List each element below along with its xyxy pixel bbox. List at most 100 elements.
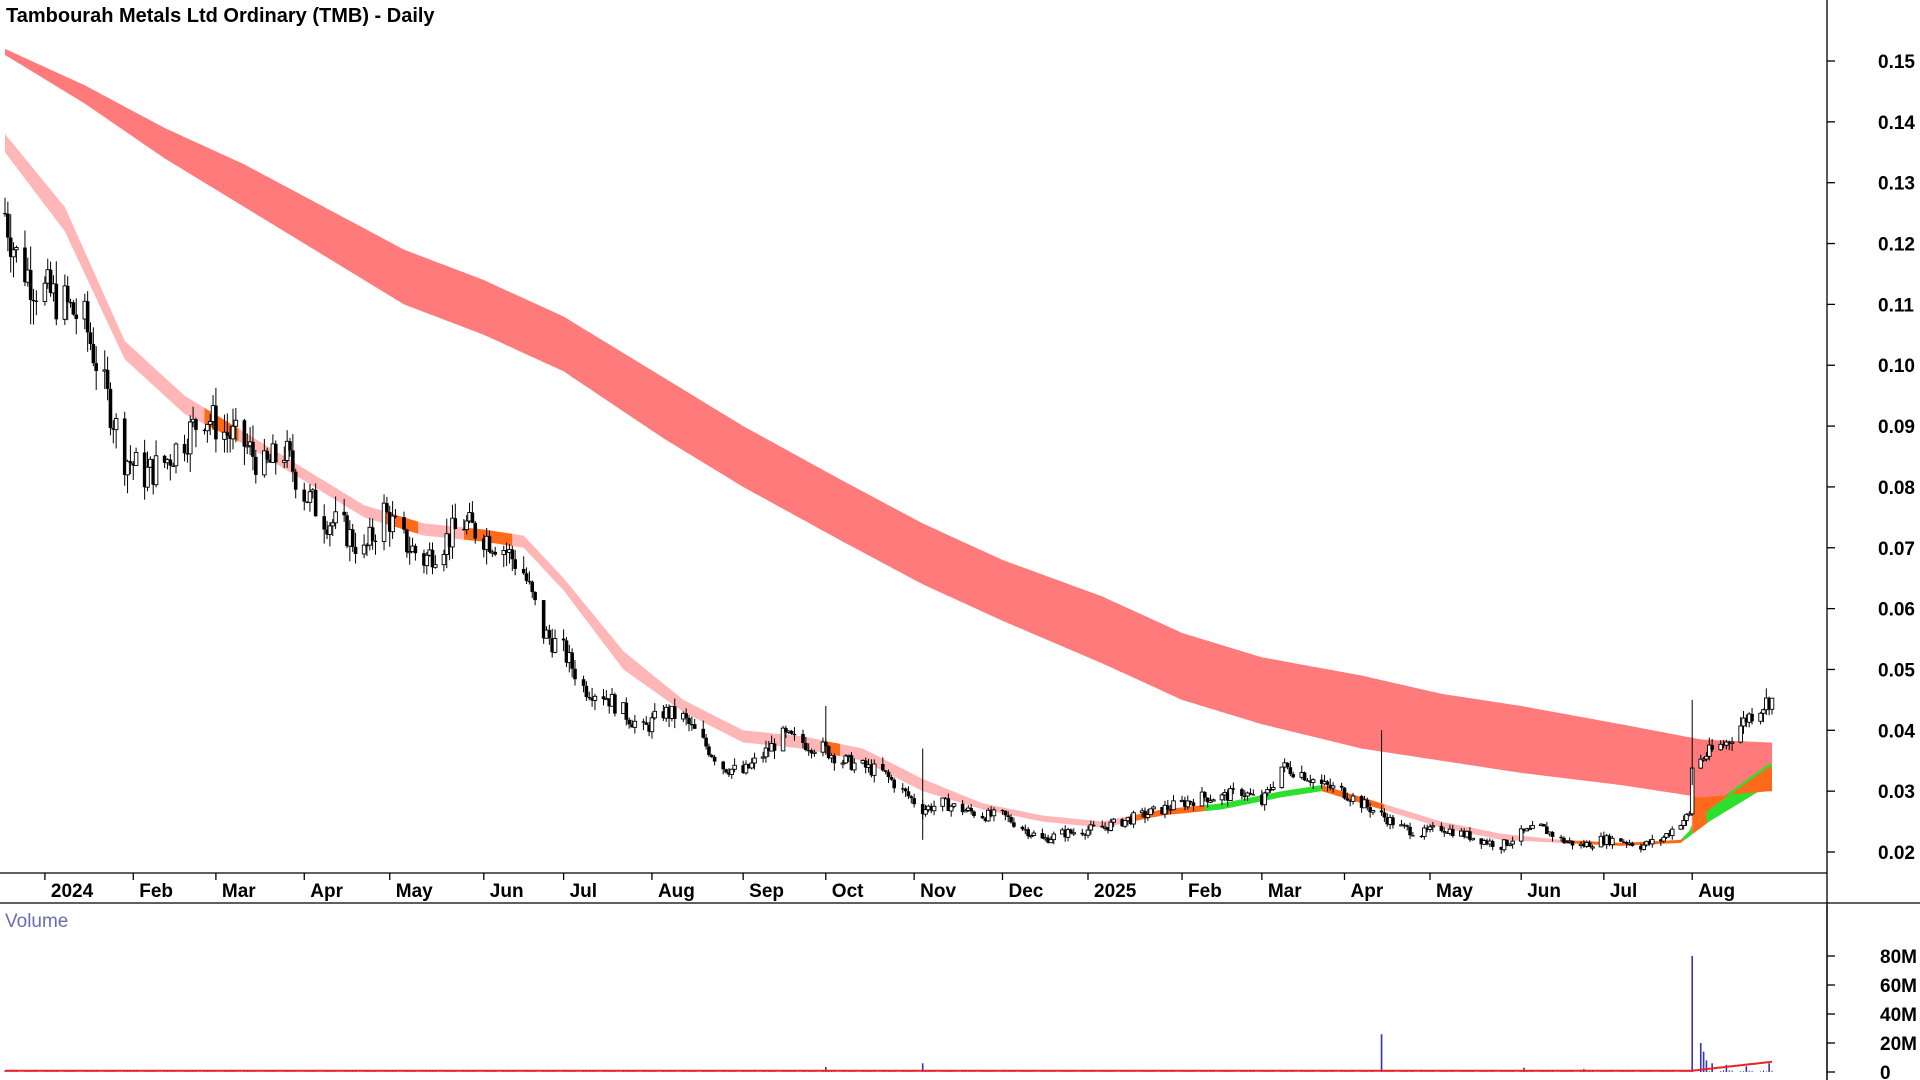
candle [1359,794,1364,813]
candle [843,754,849,765]
candle [1063,825,1067,842]
candle [1769,697,1775,715]
candle [963,808,968,813]
candle [1048,836,1054,844]
candle [1391,814,1395,829]
candle-body-down [1750,714,1754,722]
candle [242,418,247,466]
candle [1562,836,1566,844]
candle [1624,840,1629,849]
candle-body-down [1359,796,1364,808]
candle [244,433,250,455]
candle [1006,811,1010,823]
date-tick-label: Apr [310,881,343,902]
candle [1767,696,1771,716]
candle [510,545,515,571]
candle [789,729,794,735]
candle [1610,835,1615,849]
candle-body-down [293,471,298,490]
candle [1468,827,1472,842]
candle [1545,821,1549,834]
candle [533,591,537,606]
candle-body-up [1510,840,1515,845]
candle-body-up [1427,826,1433,830]
candle [128,445,133,475]
candle-body-down [1191,802,1196,806]
candle-body-up [1148,808,1153,816]
candle-body-down [692,724,697,729]
volume-moving-average [5,1060,1773,1072]
candle-body-down [1559,836,1563,839]
candle [131,461,136,481]
candle-body-down [530,581,535,593]
volume-tick-label: 40M [1880,1005,1917,1026]
candle [587,691,592,701]
candle-body-down [1231,788,1236,790]
candle [225,413,230,453]
candle [704,734,708,750]
candle-body-down [370,527,375,541]
candle [1382,808,1387,822]
candle [584,681,589,701]
candle-body-down [510,549,515,560]
candle [187,415,193,473]
candle-body-down [350,529,355,547]
candle-body-up [145,466,150,488]
candle-body-up [1530,824,1535,829]
candle-body-down [1425,827,1429,830]
candle-body-down [724,769,728,773]
candle-body-down [712,757,717,762]
candle-body-down [909,796,914,799]
candle-body-down [385,503,389,512]
candle [3,197,7,217]
candle [464,514,469,535]
candle [293,468,298,499]
candle [381,494,387,551]
candle [809,748,814,759]
candle [909,795,914,804]
candle-body-down [1385,817,1390,825]
candle-body-down [1063,829,1067,838]
candle [1761,708,1766,723]
candle-body-down [521,568,526,574]
candle-body-down [151,459,155,485]
candle-body-up [780,727,786,752]
candle [1701,757,1706,762]
candle-body-up [441,554,447,566]
candle-body-down [903,788,908,792]
candle-body-up [11,249,16,258]
candle [521,556,526,575]
candle-body-down [1168,809,1173,811]
candle-body-down [1562,837,1566,843]
candle-body-down [1069,829,1073,833]
candle [1550,831,1555,842]
candle-body-down [804,742,808,751]
candle-body-down [453,518,458,530]
candle-body-up [1265,789,1270,794]
candle-body-down [202,429,207,432]
candle [883,770,888,775]
candle-body-down [162,455,167,463]
candle-body-down [527,580,532,583]
candle-body-down [747,764,751,768]
candle [1348,799,1352,807]
candle [767,740,771,757]
candle-body-down [792,733,797,736]
candle-body-down [1000,809,1005,812]
candle [313,483,318,517]
candle [1530,821,1535,829]
candle [721,760,725,775]
candle [54,261,59,326]
candle-body-up [1610,837,1615,846]
short-ribbon-segment [238,428,385,524]
candle [1065,827,1071,842]
candle [727,768,731,777]
candle [1518,825,1524,846]
candle [1411,831,1415,837]
candle-body-up [1262,792,1267,806]
candle-body-up [1507,843,1513,846]
candle [832,753,837,771]
candle [749,758,754,770]
price-tick-label: 0.07 [1878,539,1915,560]
candle-body-down [288,441,292,451]
